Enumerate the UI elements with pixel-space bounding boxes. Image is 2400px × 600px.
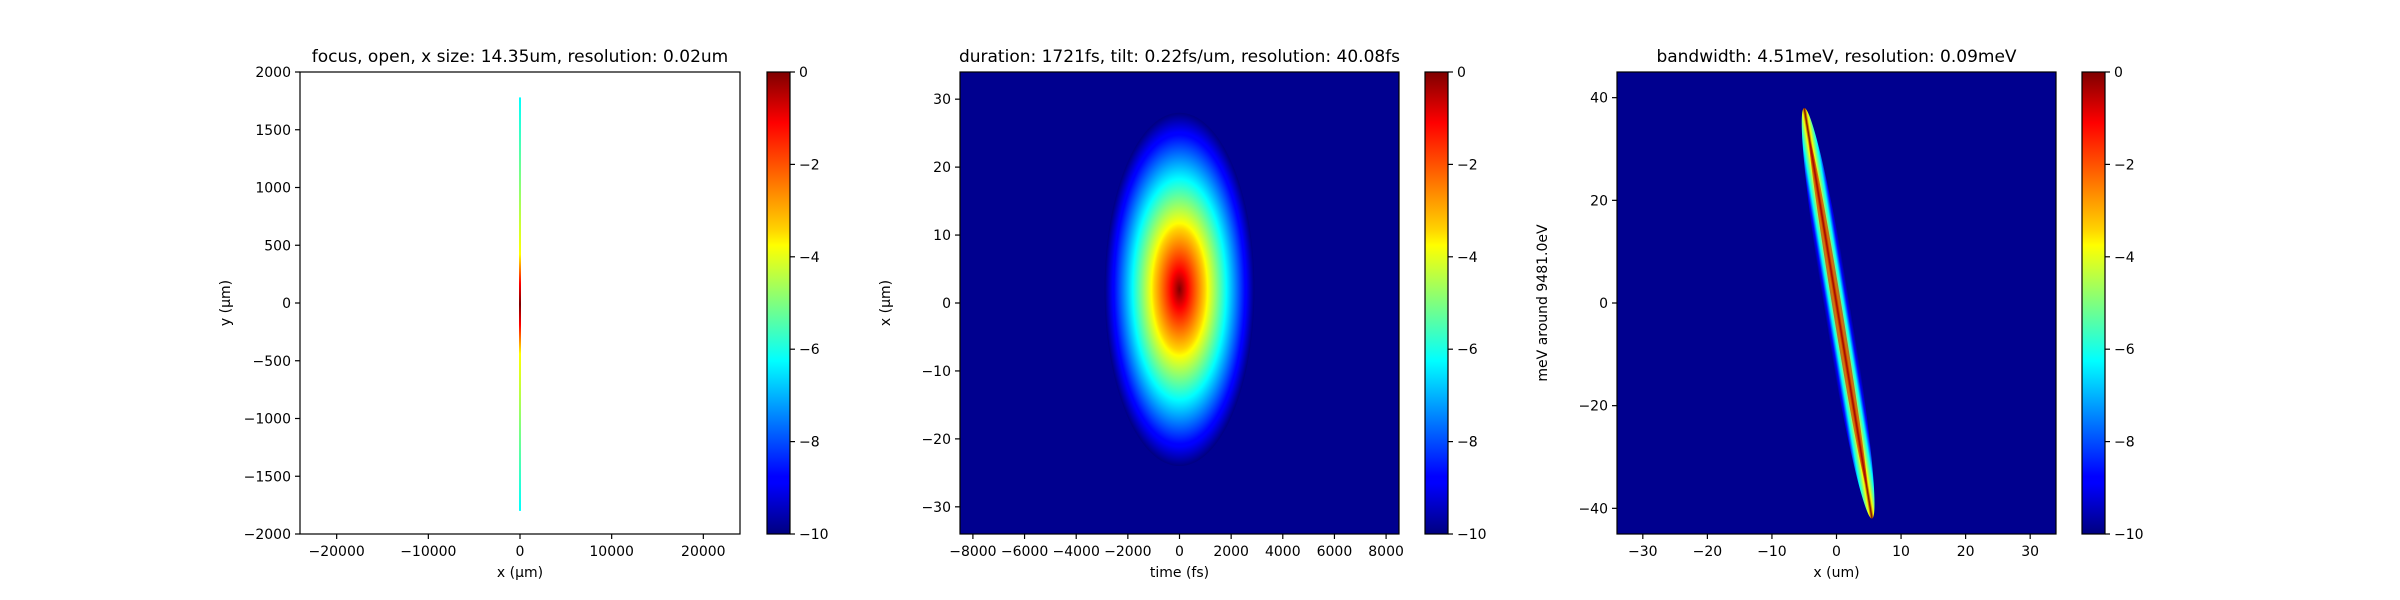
x-axis-label: x (μm) (497, 565, 543, 581)
chart-title: duration: 1721fs, tilt: 0.22fs/um, resol… (959, 47, 1400, 67)
colorbar-tick-label: −6 (799, 342, 820, 358)
x-tick-label: −8000 (949, 544, 996, 560)
colorbar-tick-label: −10 (1457, 527, 1487, 543)
x-tick-label: −30 (1628, 544, 1658, 560)
colorbar-tick-label: 0 (799, 65, 808, 81)
colorbar-tick-label: −6 (2114, 342, 2135, 358)
chart-panel-1: −20000 −10000 0 10000 20000−2000−1500−1000−5… (218, 47, 829, 581)
chart-panel-2: −8000 −6000 −4000 −2000 0 2000 4000 6000 8000−30… (878, 47, 1487, 581)
colorbar: −10 −8 −6 −4 −2 0 (2081, 65, 2144, 543)
chart-title: focus, open, x size: 14.35um, resolution… (312, 47, 728, 67)
chart-title: bandwidth: 4.51meV, resolution: 0.09meV (1656, 47, 2016, 67)
x-tick-label: 0 (1832, 544, 1841, 560)
y-tick-label: −10 (921, 364, 951, 380)
colorbar-tick-label: −8 (1457, 435, 1478, 451)
x-tick-label: −20 (1693, 544, 1723, 560)
colorbar-tick-label: 0 (2114, 65, 2123, 81)
y-axis-label: meV around 9481.0eV (1535, 224, 1551, 382)
colorbar-tick-label: −4 (1457, 250, 1478, 266)
focus-line (519, 97, 521, 511)
y-tick-label: 20 (933, 160, 951, 176)
x-tick-label: 0 (516, 544, 525, 560)
colorbar: −10 −8 −6 −4 −2 0 (1424, 65, 1487, 543)
x-tick-label: −10000 (400, 544, 456, 560)
colorbar-tick-label: −2 (1457, 157, 1478, 173)
x-tick-label: 20000 (681, 544, 726, 560)
colorbar-gradient (1424, 71, 1449, 535)
y-tick-label: −40 (1578, 501, 1608, 517)
y-tick-label: 500 (264, 238, 291, 254)
x-tick-label: 0 (1175, 544, 1184, 560)
x-tick-label: 6000 (1317, 544, 1353, 560)
y-tick-label: −1000 (244, 412, 291, 428)
pulse-ellipse (1104, 112, 1255, 467)
y-tick-label: 0 (1599, 296, 1608, 312)
y-tick-label: −1500 (244, 469, 291, 485)
colorbar-tick-label: −2 (2114, 157, 2135, 173)
x-axis-label: x (um) (1813, 565, 1859, 581)
x-tick-label: −10 (1757, 544, 1787, 560)
y-axis-label: x (μm) (878, 280, 894, 326)
y-tick-label: 30 (933, 92, 951, 108)
y-tick-label: 10 (933, 228, 951, 244)
y-tick-label: 1500 (255, 123, 291, 139)
spectrum-streak (1801, 107, 1875, 519)
colorbar-tick-label: −10 (2114, 527, 2144, 543)
x-tick-label: 2000 (1213, 544, 1249, 560)
colorbar-gradient (766, 71, 791, 535)
colorbar-tick-label: −8 (2114, 435, 2135, 451)
colorbar-tick-label: −4 (799, 250, 820, 266)
x-tick-label: −6000 (1001, 544, 1048, 560)
y-tick-label: −20 (921, 432, 951, 448)
colorbar-tick-label: −6 (1457, 342, 1478, 358)
x-axis-label: time (fs) (1150, 565, 1209, 581)
x-tick-label: 10 (1892, 544, 1910, 560)
y-tick-label: −2000 (244, 527, 291, 543)
y-axis-label: y (μm) (218, 280, 234, 326)
y-tick-label: 20 (1590, 193, 1608, 209)
y-tick-label: 1000 (255, 181, 291, 197)
colorbar-tick-label: −4 (2114, 250, 2135, 266)
x-tick-label: −20000 (309, 544, 365, 560)
y-tick-label: −30 (921, 500, 951, 516)
x-tick-label: 10000 (589, 544, 634, 560)
x-tick-label: 30 (2021, 544, 2039, 560)
x-tick-label: 4000 (1265, 544, 1301, 560)
colorbar-tick-label: −8 (799, 435, 820, 451)
x-tick-label: 8000 (1368, 544, 1404, 560)
colorbar-tick-label: −2 (799, 157, 820, 173)
y-tick-label: 0 (282, 296, 291, 312)
x-tick-label: −2000 (1104, 544, 1151, 560)
colorbar-gradient (2081, 71, 2106, 535)
y-tick-label: 40 (1590, 91, 1608, 107)
colorbar-tick-label: −10 (799, 527, 829, 543)
x-tick-label: 20 (1957, 544, 1975, 560)
colorbar: −10 −8 −6 −4 −2 0 (766, 65, 829, 543)
x-tick-label: −4000 (1053, 544, 1100, 560)
colorbar-tick-label: 0 (1457, 65, 1466, 81)
y-tick-label: −500 (253, 354, 291, 370)
y-tick-label: 2000 (255, 65, 291, 81)
y-tick-label: 0 (942, 296, 951, 312)
y-tick-label: −20 (1578, 399, 1608, 415)
